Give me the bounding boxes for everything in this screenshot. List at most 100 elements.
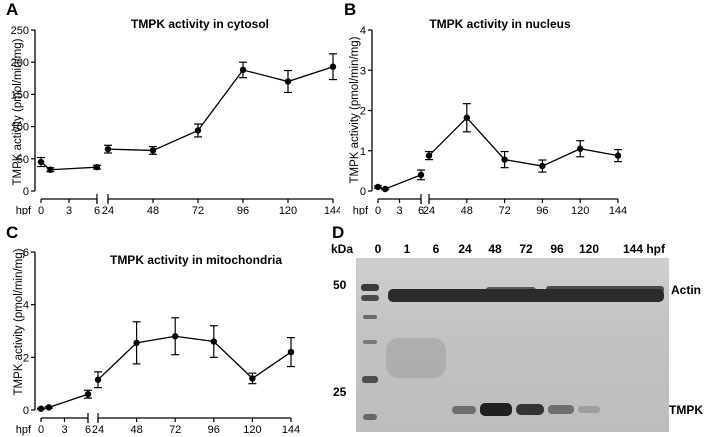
x-axis-prefix: hpf bbox=[16, 424, 32, 436]
data-point bbox=[287, 348, 295, 356]
x-tick-label: 96 bbox=[208, 424, 220, 436]
chart-b-title: TMPK activity in nucleus bbox=[429, 17, 571, 31]
actin-band-upper bbox=[486, 287, 536, 293]
x-tick-label: 48 bbox=[147, 205, 159, 215]
data-point bbox=[133, 339, 140, 347]
x-tick-label: 24 bbox=[423, 205, 435, 215]
data-point bbox=[249, 375, 256, 382]
data-point bbox=[93, 163, 101, 171]
western-blot-image bbox=[356, 258, 669, 432]
chart-a-axes: 0 50 100 150 200 250 0 3 6 24 48 72 96 120 144 hpf bbox=[11, 25, 340, 215]
chart-c-ylabel: TMPK activity (pmol/min/mg) bbox=[13, 248, 25, 395]
data-point bbox=[149, 147, 157, 154]
data-point bbox=[210, 338, 217, 345]
data-point bbox=[47, 166, 54, 173]
data-point bbox=[381, 185, 389, 193]
y-tick-label: 6 bbox=[23, 247, 29, 259]
data-point bbox=[374, 183, 382, 191]
ladder-band bbox=[363, 340, 377, 344]
actin-label: Actin bbox=[671, 283, 701, 297]
data-point bbox=[284, 78, 292, 85]
chart-b: TMPK activity in nucleus TMPK activity (… bbox=[349, 17, 627, 215]
tmpk-band bbox=[516, 404, 544, 415]
y-tick-label: 4 bbox=[360, 25, 366, 37]
x-axis-prefix: hpf bbox=[353, 205, 369, 215]
marker-25: 25 bbox=[333, 385, 347, 399]
chart-a-ylabel: TMPK activity (pmol/min/mg) bbox=[12, 38, 24, 185]
y-tick-label: 0 bbox=[23, 186, 29, 198]
chart-b-marks bbox=[374, 103, 622, 193]
x-tick-label: 48 bbox=[130, 424, 142, 436]
x-tick-label: 144 bbox=[324, 205, 340, 215]
data-point bbox=[539, 162, 546, 170]
data-point bbox=[37, 158, 45, 166]
x-tick-label: 72 bbox=[169, 424, 181, 436]
data-point bbox=[577, 145, 584, 152]
x-tick-label: 0 bbox=[38, 424, 44, 436]
x-tick-label: 0 bbox=[375, 205, 381, 215]
panel-letter-c: C bbox=[6, 223, 19, 242]
data-point bbox=[45, 404, 53, 411]
data-point bbox=[37, 405, 45, 412]
chart-c-marks bbox=[37, 317, 295, 412]
panel-letter-a: A bbox=[6, 0, 19, 19]
ladder-band bbox=[361, 284, 379, 291]
tmpk-band bbox=[480, 403, 512, 416]
lane-label: 1 bbox=[403, 242, 411, 256]
ladder-band bbox=[363, 414, 377, 420]
data-point bbox=[329, 63, 337, 70]
data-point bbox=[84, 391, 92, 398]
y-tick-label: 2 bbox=[23, 352, 29, 364]
x-tick-label: 96 bbox=[536, 205, 548, 215]
panel-letter-d: D bbox=[332, 223, 345, 242]
data-point bbox=[94, 376, 102, 383]
chart-b-axes: 0 1 2 3 4 0 3 624 48 72 96 120 144 hpf bbox=[353, 25, 627, 215]
ladder-band bbox=[362, 376, 378, 383]
data-point bbox=[425, 152, 433, 159]
series-line bbox=[428, 116, 619, 167]
chart-c: TMPK activity in mitochondria TMPK activ… bbox=[13, 247, 300, 436]
x-axis-prefix: hpf bbox=[16, 205, 32, 215]
x-tick-label: 48 bbox=[461, 205, 473, 215]
series-line bbox=[97, 335, 292, 381]
x-tick-label: 72 bbox=[498, 205, 510, 215]
y-tick-label: 100 bbox=[11, 122, 29, 134]
lane-label: 72 bbox=[519, 242, 533, 256]
x-tick-label: 96 bbox=[237, 205, 249, 215]
chart-b-ylabel: TMPK activity (pmol/min/mg) bbox=[349, 36, 361, 183]
x-tick-label: 6 bbox=[418, 205, 424, 215]
actin-band-upper bbox=[546, 286, 664, 293]
tmpk-band bbox=[548, 405, 574, 414]
y-tick-label: 0 bbox=[23, 405, 29, 417]
y-tick-label: 0 bbox=[360, 186, 366, 198]
lane-label: 120 bbox=[578, 242, 600, 256]
x-tick-label: 144 bbox=[282, 424, 300, 436]
data-point bbox=[172, 333, 179, 340]
y-tick-label: 250 bbox=[11, 25, 29, 37]
y-tick-label: 200 bbox=[11, 57, 29, 69]
y-tick-label: 1 bbox=[360, 146, 366, 158]
kda-label: kDa bbox=[331, 242, 354, 256]
lane-label: 144 hpf bbox=[622, 242, 665, 256]
y-tick-label: 2 bbox=[360, 106, 366, 118]
y-tick-label: 3 bbox=[360, 65, 366, 77]
tmpk-band bbox=[452, 406, 476, 414]
chart-c-title: TMPK activity in mitochondria bbox=[110, 253, 282, 267]
data-point bbox=[463, 114, 470, 121]
lane-label: 0 bbox=[374, 242, 382, 256]
y-tick-label: 150 bbox=[11, 89, 29, 101]
x-tick-label: 3 bbox=[396, 205, 402, 215]
data-point bbox=[501, 156, 508, 163]
chart-a-marks bbox=[37, 53, 337, 173]
x-tick-label: 120 bbox=[279, 205, 297, 215]
x-tick-label: 6 bbox=[85, 424, 91, 436]
data-point bbox=[104, 145, 112, 153]
panel-letter-b: B bbox=[344, 0, 357, 19]
chart-a: TMPK activity in cytosol TMPK activity (… bbox=[11, 17, 340, 215]
blot-bands bbox=[361, 284, 664, 420]
chart-a-title: TMPK activity in cytosol bbox=[131, 17, 269, 31]
data-point bbox=[417, 171, 425, 179]
tmpk-band bbox=[578, 406, 600, 413]
x-tick-label: 0 bbox=[38, 205, 44, 215]
